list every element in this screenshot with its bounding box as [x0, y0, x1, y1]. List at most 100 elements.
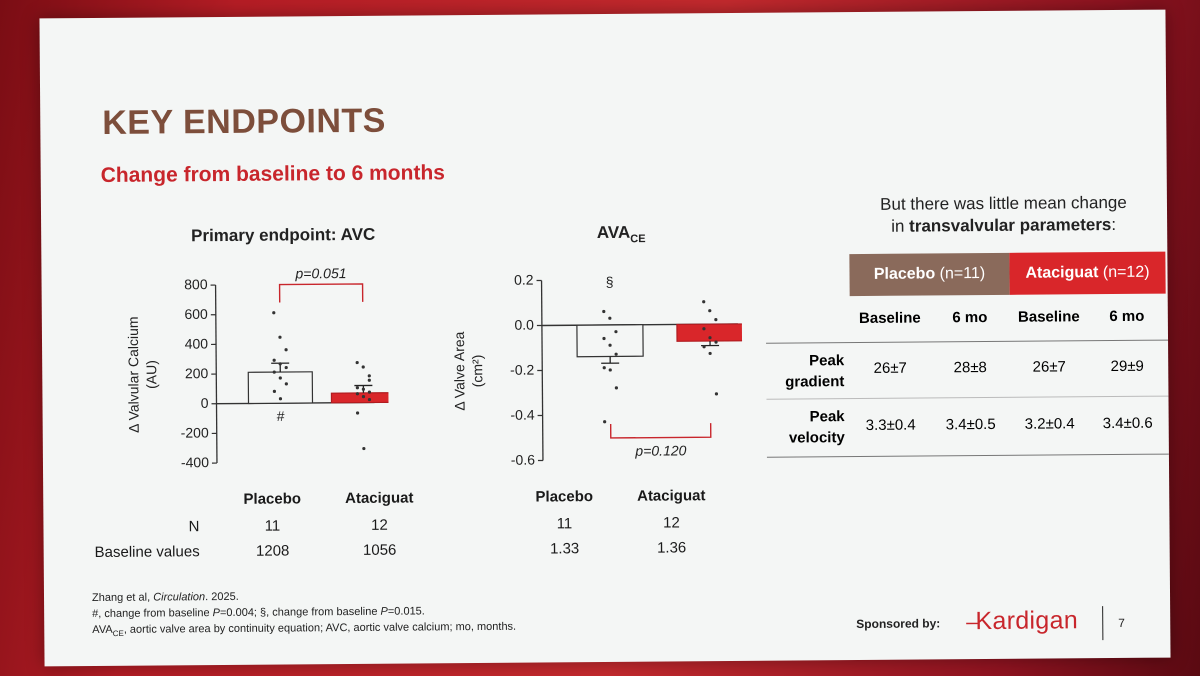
left-table-cell: 1056	[362, 541, 397, 559]
placebo-group-header: Placebo (n=11)	[849, 252, 1010, 297]
data-point	[355, 360, 359, 365]
y-tick-label: 200	[185, 365, 209, 381]
slide-subtitle: Change from baseline to 6 months	[100, 161, 446, 187]
data-point	[608, 368, 612, 372]
y-tick-label: -200	[181, 424, 209, 440]
data-point	[602, 309, 606, 314]
chart-ava-title-main: AVA	[596, 222, 631, 243]
subheader-ataciguat-6mo: 6 mo	[1109, 307, 1145, 326]
right-panel-header-line1: But there was little mean change	[880, 192, 1127, 214]
data-point	[702, 300, 706, 304]
data-point	[603, 420, 607, 424]
data-point	[702, 345, 706, 349]
data-point	[272, 358, 276, 362]
data-point	[272, 370, 276, 374]
transvalvular-table: Placebo (n=11) Ataciguat (n=12) Baseline…	[765, 251, 1169, 458]
data-point	[355, 392, 360, 396]
fn-text: =0.015.	[387, 605, 425, 618]
data-point	[714, 340, 718, 344]
y-axis-label-unit: (cm²)	[469, 355, 485, 388]
mid-table-header-placebo: Placebo	[535, 488, 594, 506]
data-point	[278, 335, 282, 339]
left-table-cell: 12	[371, 516, 388, 534]
y-tick-label: -0.4	[510, 407, 534, 423]
data-point	[355, 386, 359, 390]
left-table-row-label: Baseline values	[94, 543, 200, 562]
chart-avc-title: Primary endpoint: AVC	[191, 224, 376, 246]
data-point	[602, 336, 606, 341]
chart-ava-title-sub: CE	[630, 233, 646, 246]
citation-year: . 2025.	[205, 590, 239, 604]
mid-table-cell: 12	[663, 514, 680, 532]
sponsor-logo: –Kardigan	[966, 606, 1078, 636]
data-point	[355, 411, 360, 415]
left-table-cell: 1208	[255, 542, 290, 560]
y-axis-label-unit: (AU)	[143, 360, 159, 389]
data-point	[284, 382, 288, 386]
data-point	[367, 390, 372, 394]
ataciguat-group-n: (n=12)	[1102, 263, 1150, 282]
fn-text: #, change from baseline	[92, 607, 213, 621]
subheader-placebo-baseline: Baseline	[858, 309, 921, 328]
chart-avc: 800 600 400 200 0 -200 -400 Δ Valvular Calcium(…	[125, 265, 390, 470]
fn-text: AVA	[92, 623, 113, 637]
table-cell: 26±7	[1032, 358, 1066, 376]
placebo-significance-mark: §	[606, 274, 614, 290]
data-point	[284, 365, 288, 370]
data-point	[608, 316, 612, 320]
fn-p: P	[380, 605, 388, 618]
row-label-line: Peak	[809, 408, 845, 426]
row-label-line: velocity	[788, 429, 845, 447]
data-point	[272, 389, 277, 393]
data-point	[272, 311, 276, 315]
footer-divider	[1102, 606, 1104, 641]
chart-ava-title: AVACE	[541, 222, 701, 246]
data-point	[614, 330, 618, 334]
y-axis-label: Δ Valve Area	[451, 331, 468, 410]
y-tick-label: 0.0	[514, 317, 534, 333]
data-point	[708, 336, 712, 340]
data-point	[278, 397, 283, 401]
left-table-row-label: N	[188, 518, 200, 536]
y-tick-label: 800	[184, 276, 208, 292]
y-tick-label: 0	[201, 395, 209, 411]
significance-bracket	[609, 423, 712, 439]
footnote-abbrev: AVACE, aortic valve area by continuity e…	[92, 619, 516, 643]
p-value-label: p=0.120	[634, 442, 686, 458]
logo-mark-icon: –	[966, 609, 976, 635]
citation-journal: Circulation	[153, 591, 206, 604]
data-point	[278, 362, 282, 366]
y-tick-label: 600	[184, 306, 208, 322]
citation-author: Zhang et al,	[91, 591, 154, 605]
placebo-group-label: Placebo	[873, 265, 936, 283]
y-tick-label: 0.2	[514, 272, 534, 288]
data-point	[614, 386, 618, 390]
table-divider	[766, 453, 1169, 458]
left-table-header-ataciguat: Ataciguat	[345, 489, 414, 508]
data-point	[708, 351, 712, 356]
data-point	[367, 397, 372, 402]
data-point	[367, 374, 371, 378]
page-number: 7	[1118, 615, 1125, 630]
logo-text: Kardigan	[975, 606, 1079, 636]
table-cell: 3.3±0.4	[865, 416, 916, 434]
data-point	[361, 365, 365, 369]
left-table-header-placebo: Placebo	[243, 490, 302, 508]
right-panel-header-line2: in transvalvular parameters:	[831, 214, 1170, 239]
mid-table-header-ataciguat: Ataciguat	[637, 487, 706, 505]
header-suffix: :	[1111, 214, 1117, 235]
row-label-line: gradient	[785, 373, 845, 391]
data-point	[284, 348, 288, 352]
p-value-label: p=0.051	[294, 265, 346, 281]
significance-bracket	[278, 283, 364, 303]
y-tick-label: -0.6	[511, 452, 535, 468]
table-cell: 28±8	[953, 359, 987, 377]
data-point	[367, 378, 371, 382]
table-divider	[766, 395, 1169, 400]
row-label-peak-gradient: Peak gradient	[766, 350, 844, 393]
data-point	[278, 376, 282, 380]
placebo-significance-mark: #	[277, 408, 285, 424]
subheader-placebo-6mo: 6 mo	[952, 308, 988, 327]
table-divider	[766, 339, 1169, 344]
header-prefix: in	[891, 216, 910, 236]
